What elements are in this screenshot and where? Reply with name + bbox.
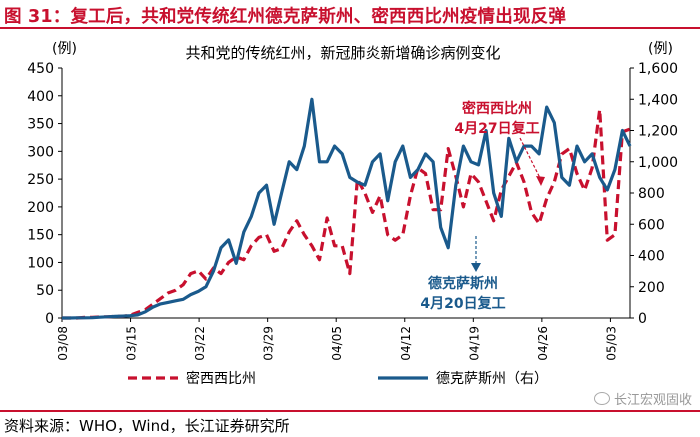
right-tick-label: 1,000 — [638, 155, 678, 171]
annotation-tx-state: 德克萨斯州 — [428, 275, 498, 292]
legend-label-mississippi: 密西西比州 — [186, 370, 256, 387]
x-tick-label: 04/26 — [536, 326, 550, 361]
mississippi-line — [62, 108, 631, 320]
x-tick-label: 04/05 — [330, 326, 344, 361]
figure-title: 图 31：复工后，共和党传统红州德克萨斯州、密西西比州疫情出现反弹 — [4, 7, 567, 27]
legend: 密西西比州 德克萨斯州（右） — [128, 370, 548, 387]
left-tick-label: 200 — [27, 200, 54, 216]
annotation-ms-leader — [519, 137, 542, 181]
annotation-ms-state: 密西西比州 — [461, 100, 532, 117]
chart: 0 50 100 150 200 250 300 350 400 450 0 200 400 600 80… — [27, 41, 678, 387]
title-rule — [0, 27, 700, 29]
annotation-ms-arrowhead — [536, 176, 545, 186]
x-tick-label: 03/15 — [125, 326, 139, 361]
x-tick-label: 04/12 — [399, 326, 413, 361]
right-tick-label: 0 — [638, 311, 647, 327]
source-note: 资料来源：WHO，Wind，长江证券研究所 — [4, 417, 290, 435]
x-tick-label: 04/19 — [467, 326, 481, 361]
annotation-tx-arrowhead — [471, 263, 481, 272]
left-axis-unit: (例) — [52, 41, 77, 57]
x-tick-label: 03/29 — [262, 326, 276, 361]
left-tick-label: 350 — [27, 117, 54, 133]
right-tick-label: 400 — [638, 249, 665, 265]
wechat-icon — [593, 392, 610, 405]
gridlines — [61, 68, 631, 319]
left-tick-label: 150 — [27, 228, 54, 244]
right-tick-label: 1,200 — [638, 124, 678, 140]
left-tick-label: 0 — [45, 311, 54, 327]
legend-label-texas: 德克萨斯州（右） — [436, 371, 548, 387]
annotation-tx-date: 4月20日复工 — [420, 295, 505, 312]
right-tick-label: 1,400 — [638, 92, 678, 108]
right-tick-label: 600 — [638, 217, 665, 233]
left-tick-label: 400 — [27, 89, 54, 105]
left-tick-label: 100 — [27, 255, 54, 271]
watermark: 长江宏观固收 — [593, 389, 692, 408]
source-rule — [0, 410, 700, 412]
x-axis-ticks: 03/08 03/15 03/22 03/29 04/05 04/12 04/19 04/26… — [56, 318, 618, 361]
x-tick-label: 03/08 — [56, 326, 70, 361]
left-tick-label: 300 — [27, 144, 54, 160]
left-axis-ticks: 0 50 100 150 200 250 300 350 400 450 — [27, 61, 62, 327]
right-tick-label: 200 — [638, 280, 665, 296]
chart-title: 共和党的传统红州，新冠肺炎新增确诊病例变化 — [185, 44, 500, 62]
left-tick-label: 250 — [27, 172, 54, 188]
x-tick-label: 05/03 — [604, 326, 618, 361]
right-axis-ticks: 0 200 400 600 800 1,000 1,200 1,400 1,600 — [630, 61, 678, 327]
x-tick-label: 03/22 — [193, 326, 207, 361]
texas-line — [62, 97, 632, 320]
annotation-ms-date: 4月27日复工 — [454, 120, 539, 137]
right-tick-label: 1,600 — [638, 61, 678, 77]
left-tick-label: 50 — [36, 283, 54, 299]
series-lines — [62, 97, 632, 320]
left-tick-label: 450 — [27, 61, 54, 77]
right-axis-unit: (例) — [648, 41, 673, 57]
right-tick-label: 800 — [638, 186, 665, 202]
